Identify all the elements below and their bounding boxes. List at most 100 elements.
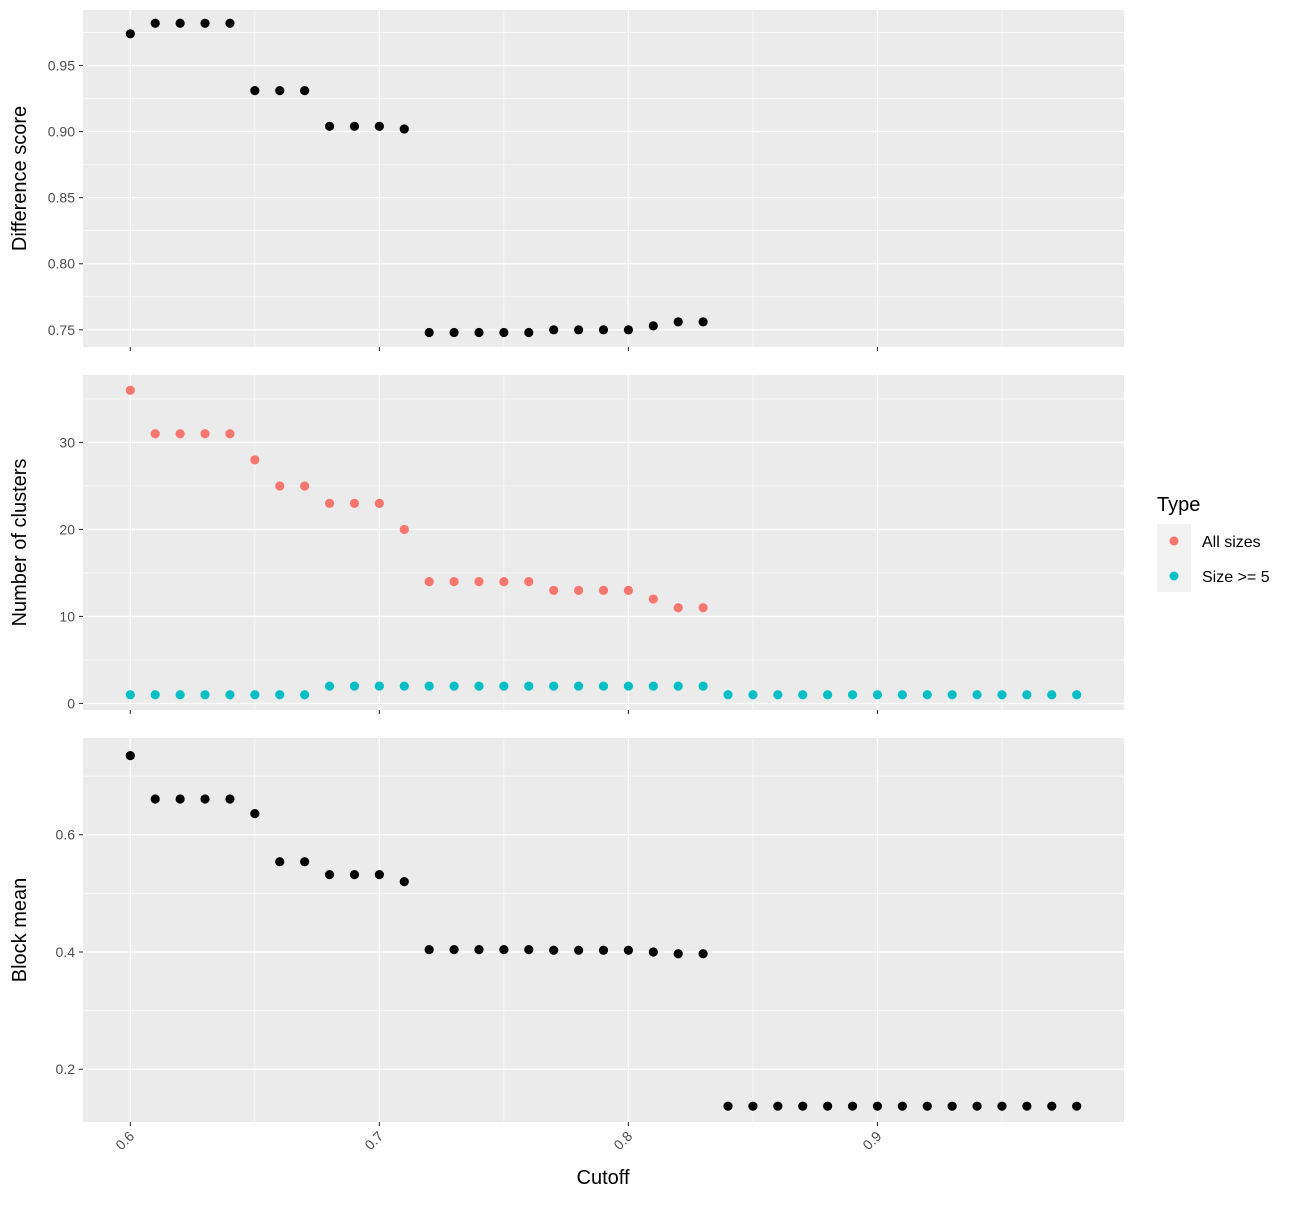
data-point (150, 18, 160, 28)
data-point (324, 498, 335, 508)
data-point (474, 577, 484, 587)
x-axis-title: Cutoff (577, 1167, 630, 1189)
data-point (125, 29, 135, 39)
data-point (200, 18, 210, 28)
legend-label-size-ge5: Size >= 5 (1202, 569, 1270, 586)
panel-3: 0.2 0.4 0.6 0.6 0.7 0.8 0.9 Block mean (9, 738, 1124, 1153)
legend-title: Type (1157, 494, 1200, 516)
data-point (648, 321, 658, 331)
data-point (275, 481, 285, 491)
data-point (175, 690, 185, 700)
data-point (200, 690, 210, 700)
data-point (524, 327, 534, 338)
data-point (374, 121, 384, 131)
data-point (573, 945, 584, 955)
y-tick-label: 0.2 (56, 1061, 76, 1077)
data-point (598, 325, 609, 335)
data-point (872, 1101, 883, 1111)
data-point (549, 681, 559, 691)
data-point (748, 1101, 758, 1111)
data-point (200, 794, 210, 804)
y-tick-label: 0 (67, 695, 75, 711)
data-point (524, 945, 534, 955)
panel-background (83, 375, 1124, 710)
data-point (300, 86, 310, 96)
data-point (324, 121, 335, 131)
data-point (300, 690, 310, 700)
data-point (349, 681, 360, 691)
data-point (250, 455, 260, 465)
data-point (200, 429, 210, 439)
data-point (374, 498, 384, 508)
data-point (573, 681, 584, 691)
data-point (723, 690, 733, 700)
data-point (997, 690, 1007, 700)
data-point (324, 869, 335, 880)
legend-swatch-size-ge5 (1169, 571, 1179, 581)
y-axis-title: Difference score (9, 106, 31, 251)
data-point (499, 945, 509, 955)
data-point (225, 794, 235, 804)
data-point (424, 681, 434, 691)
data-point (623, 325, 634, 335)
data-point (673, 681, 683, 691)
data-point (125, 690, 135, 700)
data-point (250, 86, 260, 96)
x-tick-label: 0.8 (610, 1128, 635, 1153)
data-point (125, 750, 135, 761)
data-point (499, 681, 509, 691)
data-point (947, 1101, 957, 1111)
panels-layer: 0.75 0.80 0.85 0.90 0.95 Difference score 0 10 2… (9, 10, 1124, 1153)
data-point (823, 1101, 833, 1111)
data-point (524, 577, 534, 587)
data-point (598, 945, 609, 955)
data-point (872, 690, 883, 700)
data-point (673, 949, 683, 959)
data-point (673, 603, 683, 613)
data-point (648, 947, 658, 957)
data-point (300, 857, 310, 867)
data-point (1047, 1101, 1057, 1111)
data-point (549, 585, 559, 595)
data-point (698, 949, 708, 959)
data-point (424, 945, 434, 955)
data-point (175, 18, 185, 28)
data-point (399, 877, 409, 887)
data-point (524, 681, 534, 691)
data-point (275, 690, 285, 700)
data-point (399, 124, 409, 134)
x-tick-label: 0.7 (361, 1128, 386, 1153)
data-point (648, 594, 658, 604)
y-tick-label: 20 (59, 521, 75, 537)
y-tick-label: 30 (59, 434, 75, 450)
y-tick-label: 0.85 (48, 190, 75, 206)
x-tick-label: 0.9 (859, 1128, 884, 1153)
data-point (673, 317, 683, 327)
data-point (424, 577, 434, 587)
panel-background (83, 738, 1124, 1122)
data-point (275, 86, 285, 96)
legend-swatch-all-sizes (1169, 536, 1179, 546)
data-point (374, 681, 384, 691)
data-point (324, 681, 335, 691)
data-point (1022, 690, 1032, 700)
y-tick-label: 0.6 (56, 827, 76, 843)
data-point (997, 1101, 1007, 1111)
data-point (922, 690, 932, 700)
data-point (648, 681, 658, 691)
data-point (150, 429, 160, 439)
data-point (399, 681, 409, 691)
data-point (250, 809, 260, 819)
data-point (847, 1101, 858, 1111)
data-point (275, 857, 285, 867)
data-point (175, 429, 185, 439)
data-point (125, 385, 135, 395)
data-point (449, 327, 459, 338)
legend: Type All sizes Size >= 5 (1157, 494, 1270, 592)
data-point (349, 498, 360, 508)
data-point (225, 690, 235, 700)
y-tick-label: 0.80 (48, 256, 75, 272)
data-point (374, 869, 384, 880)
data-point (823, 690, 833, 700)
